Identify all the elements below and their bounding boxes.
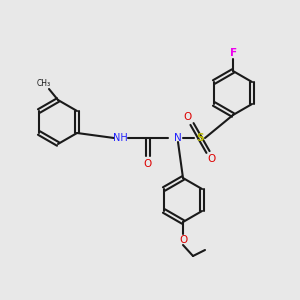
- Text: NH: NH: [112, 133, 128, 143]
- Text: CH₃: CH₃: [37, 79, 51, 88]
- Text: O: O: [184, 112, 192, 122]
- Text: N: N: [174, 133, 182, 143]
- Text: O: O: [144, 159, 152, 169]
- Text: F: F: [230, 48, 238, 58]
- Text: O: O: [179, 235, 187, 245]
- Text: O: O: [208, 154, 216, 164]
- Text: S: S: [196, 133, 204, 143]
